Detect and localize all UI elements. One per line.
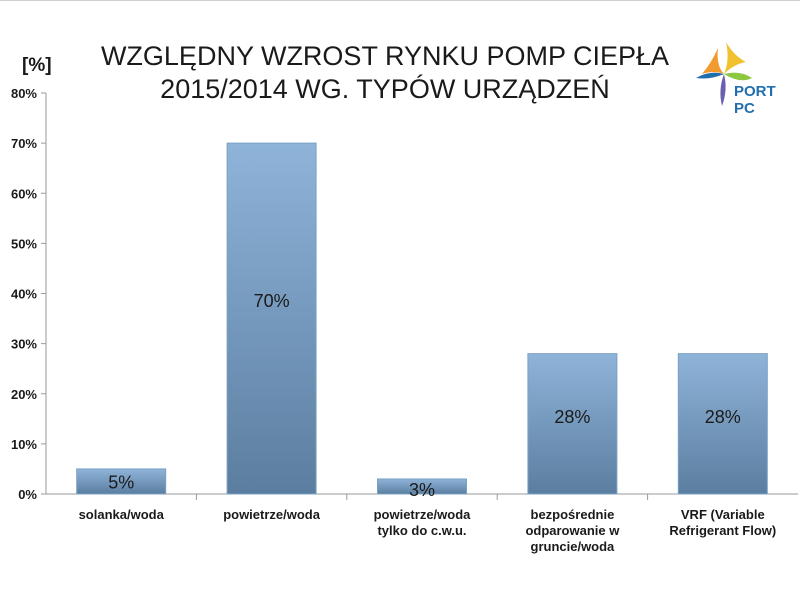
category-label: bezpośrednie	[531, 507, 615, 522]
data-label: 5%	[108, 472, 134, 492]
data-label: 70%	[254, 291, 290, 311]
y-tick-label: 60%	[11, 186, 37, 201]
y-axis-ticks: 0% 10% 20% 30% 40% 50% 60% 70% 80%	[11, 86, 46, 502]
y-tick-label: 40%	[11, 287, 37, 302]
category-label: powietrze/woda	[374, 507, 472, 522]
data-label: 3%	[409, 480, 435, 500]
category-label: VRF (Variable	[681, 507, 765, 522]
data-label: 28%	[705, 407, 741, 427]
chart-title-line-2: 2015/2014 WG. TYPÓW URZĄDZEŃ	[160, 74, 610, 104]
category-label: gruncie/woda	[531, 539, 616, 554]
category-label: solanka/woda	[79, 507, 165, 522]
category-label: Refrigerant Flow)	[669, 523, 776, 538]
chart-title: WZGLĘDNY WZROST RYNKU POMP CIEPŁA 2015/2…	[80, 40, 690, 106]
logo-text: PORT PC	[734, 83, 776, 117]
y-tick-label: 0%	[18, 487, 37, 502]
y-tick-label: 10%	[11, 437, 37, 452]
data-label: 28%	[554, 407, 590, 427]
category-label: odparowanie w	[525, 523, 620, 538]
y-tick-label: 80%	[11, 86, 37, 101]
category-label: powietrze/woda	[223, 507, 321, 522]
bar	[527, 353, 618, 495]
bar	[677, 353, 768, 495]
x-axis-labels: solanka/woda powietrze/woda powietrze/woda…	[79, 507, 777, 554]
bar	[226, 142, 317, 495]
y-tick-label: 30%	[11, 337, 37, 352]
y-axis-unit-label: [%]	[22, 55, 52, 76]
port-pc-logo-icon	[696, 42, 752, 106]
bar	[76, 468, 167, 495]
category-label: tylko do c.w.u.	[377, 523, 466, 538]
y-tick-label: 70%	[11, 136, 37, 151]
bars: 5% 70% 3% 28% 28%	[76, 142, 768, 500]
chart-title-line-1: WZGLĘDNY WZROST RYNKU POMP CIEPŁA	[100, 41, 670, 71]
y-tick-label: 50%	[11, 236, 37, 251]
bar	[377, 478, 467, 495]
y-tick-label: 20%	[11, 387, 37, 402]
